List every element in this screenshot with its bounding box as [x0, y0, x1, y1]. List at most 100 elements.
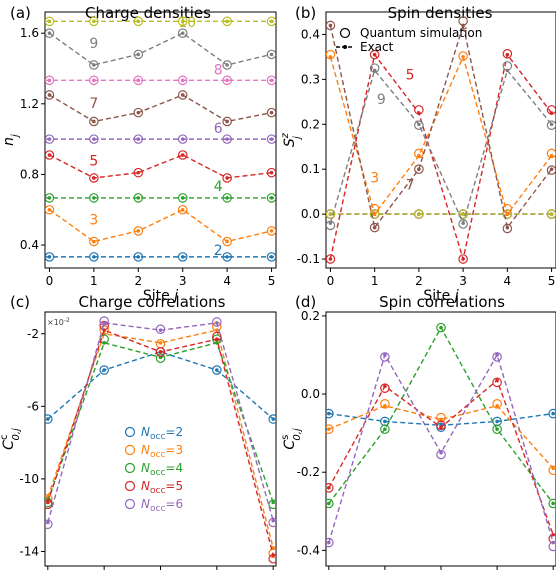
- exact-point: [383, 419, 387, 424]
- legend-entry: Nocc=6: [141, 497, 183, 514]
- exact-point: [225, 137, 229, 141]
- x-tick-label: 3: [157, 572, 165, 574]
- legend-exact-marker: [343, 45, 347, 49]
- exact-point: [269, 255, 274, 259]
- quantum-point: [502, 223, 513, 234]
- panel-label: (b): [295, 4, 316, 22]
- quantum-point: [326, 537, 334, 548]
- x-tick-label: 5: [548, 274, 556, 288]
- series-exact-line: [329, 54, 553, 216]
- quantum-point: [177, 193, 188, 203]
- series-label-5: 5: [89, 154, 98, 170]
- plot-area: [45, 16, 276, 262]
- quantum-point: [45, 193, 55, 203]
- quantum-point: [212, 331, 222, 342]
- x-tick-label: 1: [90, 274, 98, 288]
- exact-point: [549, 167, 554, 171]
- exact-point: [47, 196, 52, 200]
- series-7: [45, 90, 276, 127]
- series-4: [45, 193, 276, 203]
- exact-point: [47, 78, 52, 83]
- y-tick-label: 0.8: [20, 167, 39, 181]
- exact-point: [136, 255, 141, 259]
- quantum-point: [89, 173, 99, 183]
- y-tick-label: 1.6: [20, 26, 39, 40]
- y-axis-label-sub: j: [292, 136, 303, 141]
- legend-prefix: N: [141, 443, 150, 457]
- exact-point: [136, 19, 141, 24]
- series-10: [45, 16, 276, 27]
- exact-point: [92, 119, 96, 124]
- x-axis-label-text: Site: [143, 288, 174, 304]
- legend-marker: [124, 480, 136, 492]
- exact-point: [439, 417, 443, 422]
- x-axis-label: Site j: [143, 288, 178, 304]
- exact-point: [136, 52, 141, 57]
- quantum-point: [268, 553, 276, 564]
- panel-label: (d): [295, 293, 316, 311]
- legend-marker: [124, 444, 136, 456]
- exact-point: [180, 137, 185, 141]
- exact-point: [136, 110, 141, 115]
- quantum-point: [222, 252, 232, 262]
- exact-point: [92, 63, 96, 67]
- quantum-point: [89, 134, 99, 144]
- exact-point: [417, 153, 421, 158]
- quantum-point: [492, 424, 502, 435]
- quantum-point: [133, 134, 144, 144]
- exact-point: [180, 93, 185, 97]
- legend-quantum-marker: [339, 27, 351, 39]
- exact-point: [269, 78, 274, 83]
- quantum-point: [326, 209, 336, 219]
- exact-point: [461, 55, 465, 59]
- series-exact-line: [49, 32, 272, 66]
- exact-point: [461, 257, 465, 261]
- y-tick-label: -0.2: [297, 465, 320, 479]
- series-7: [326, 16, 556, 234]
- quantum-point: [89, 75, 99, 86]
- quantum-point: [458, 219, 468, 229]
- exact-point: [47, 153, 52, 157]
- y-axis-label-symbol: S: [282, 138, 298, 147]
- x-axis-label-var: j: [453, 288, 459, 304]
- exact-point: [495, 403, 499, 408]
- axes-frame: [44, 11, 277, 269]
- quantum-point: [99, 365, 109, 375]
- panel-title: Charge correlations: [79, 293, 226, 311]
- y-tick-label: 0.4: [301, 27, 320, 41]
- x-tick-label: 1: [325, 572, 333, 574]
- y-tick-label: -10: [19, 472, 39, 486]
- exact-point: [328, 55, 333, 59]
- exact-point: [269, 229, 274, 233]
- quantum-point: [89, 236, 99, 247]
- exact-point: [372, 52, 377, 57]
- exact-point: [46, 417, 50, 421]
- panel-label: (c): [10, 293, 30, 311]
- quantum-point: [326, 408, 334, 419]
- exact-point: [92, 78, 96, 83]
- x-tick-label: 2: [134, 274, 142, 288]
- quantum-point: [326, 220, 336, 231]
- quantum-point: [133, 107, 144, 118]
- exact-point: [269, 110, 274, 115]
- quantum-point: [548, 465, 556, 476]
- series-4: [45, 334, 276, 510]
- series-9: [326, 61, 556, 231]
- quantum-point: [266, 252, 276, 262]
- quantum-point: [133, 75, 144, 86]
- quantum-point: [45, 252, 55, 262]
- series-8: [326, 209, 556, 219]
- exact-point: [269, 196, 274, 200]
- panel-c: (c)Charge correlations12345-2-6-10-14Sit…: [0, 293, 277, 574]
- series-6: [326, 209, 556, 219]
- y-tick-label: 0.4: [20, 238, 39, 252]
- quantum-point: [155, 347, 166, 357]
- exact-point: [417, 122, 421, 127]
- quantum-point: [436, 322, 446, 333]
- quantum-point: [266, 16, 276, 27]
- exact-point: [269, 170, 274, 175]
- panel-label: (a): [10, 4, 31, 22]
- quantum-point: [458, 51, 468, 61]
- plot-area: [45, 316, 276, 564]
